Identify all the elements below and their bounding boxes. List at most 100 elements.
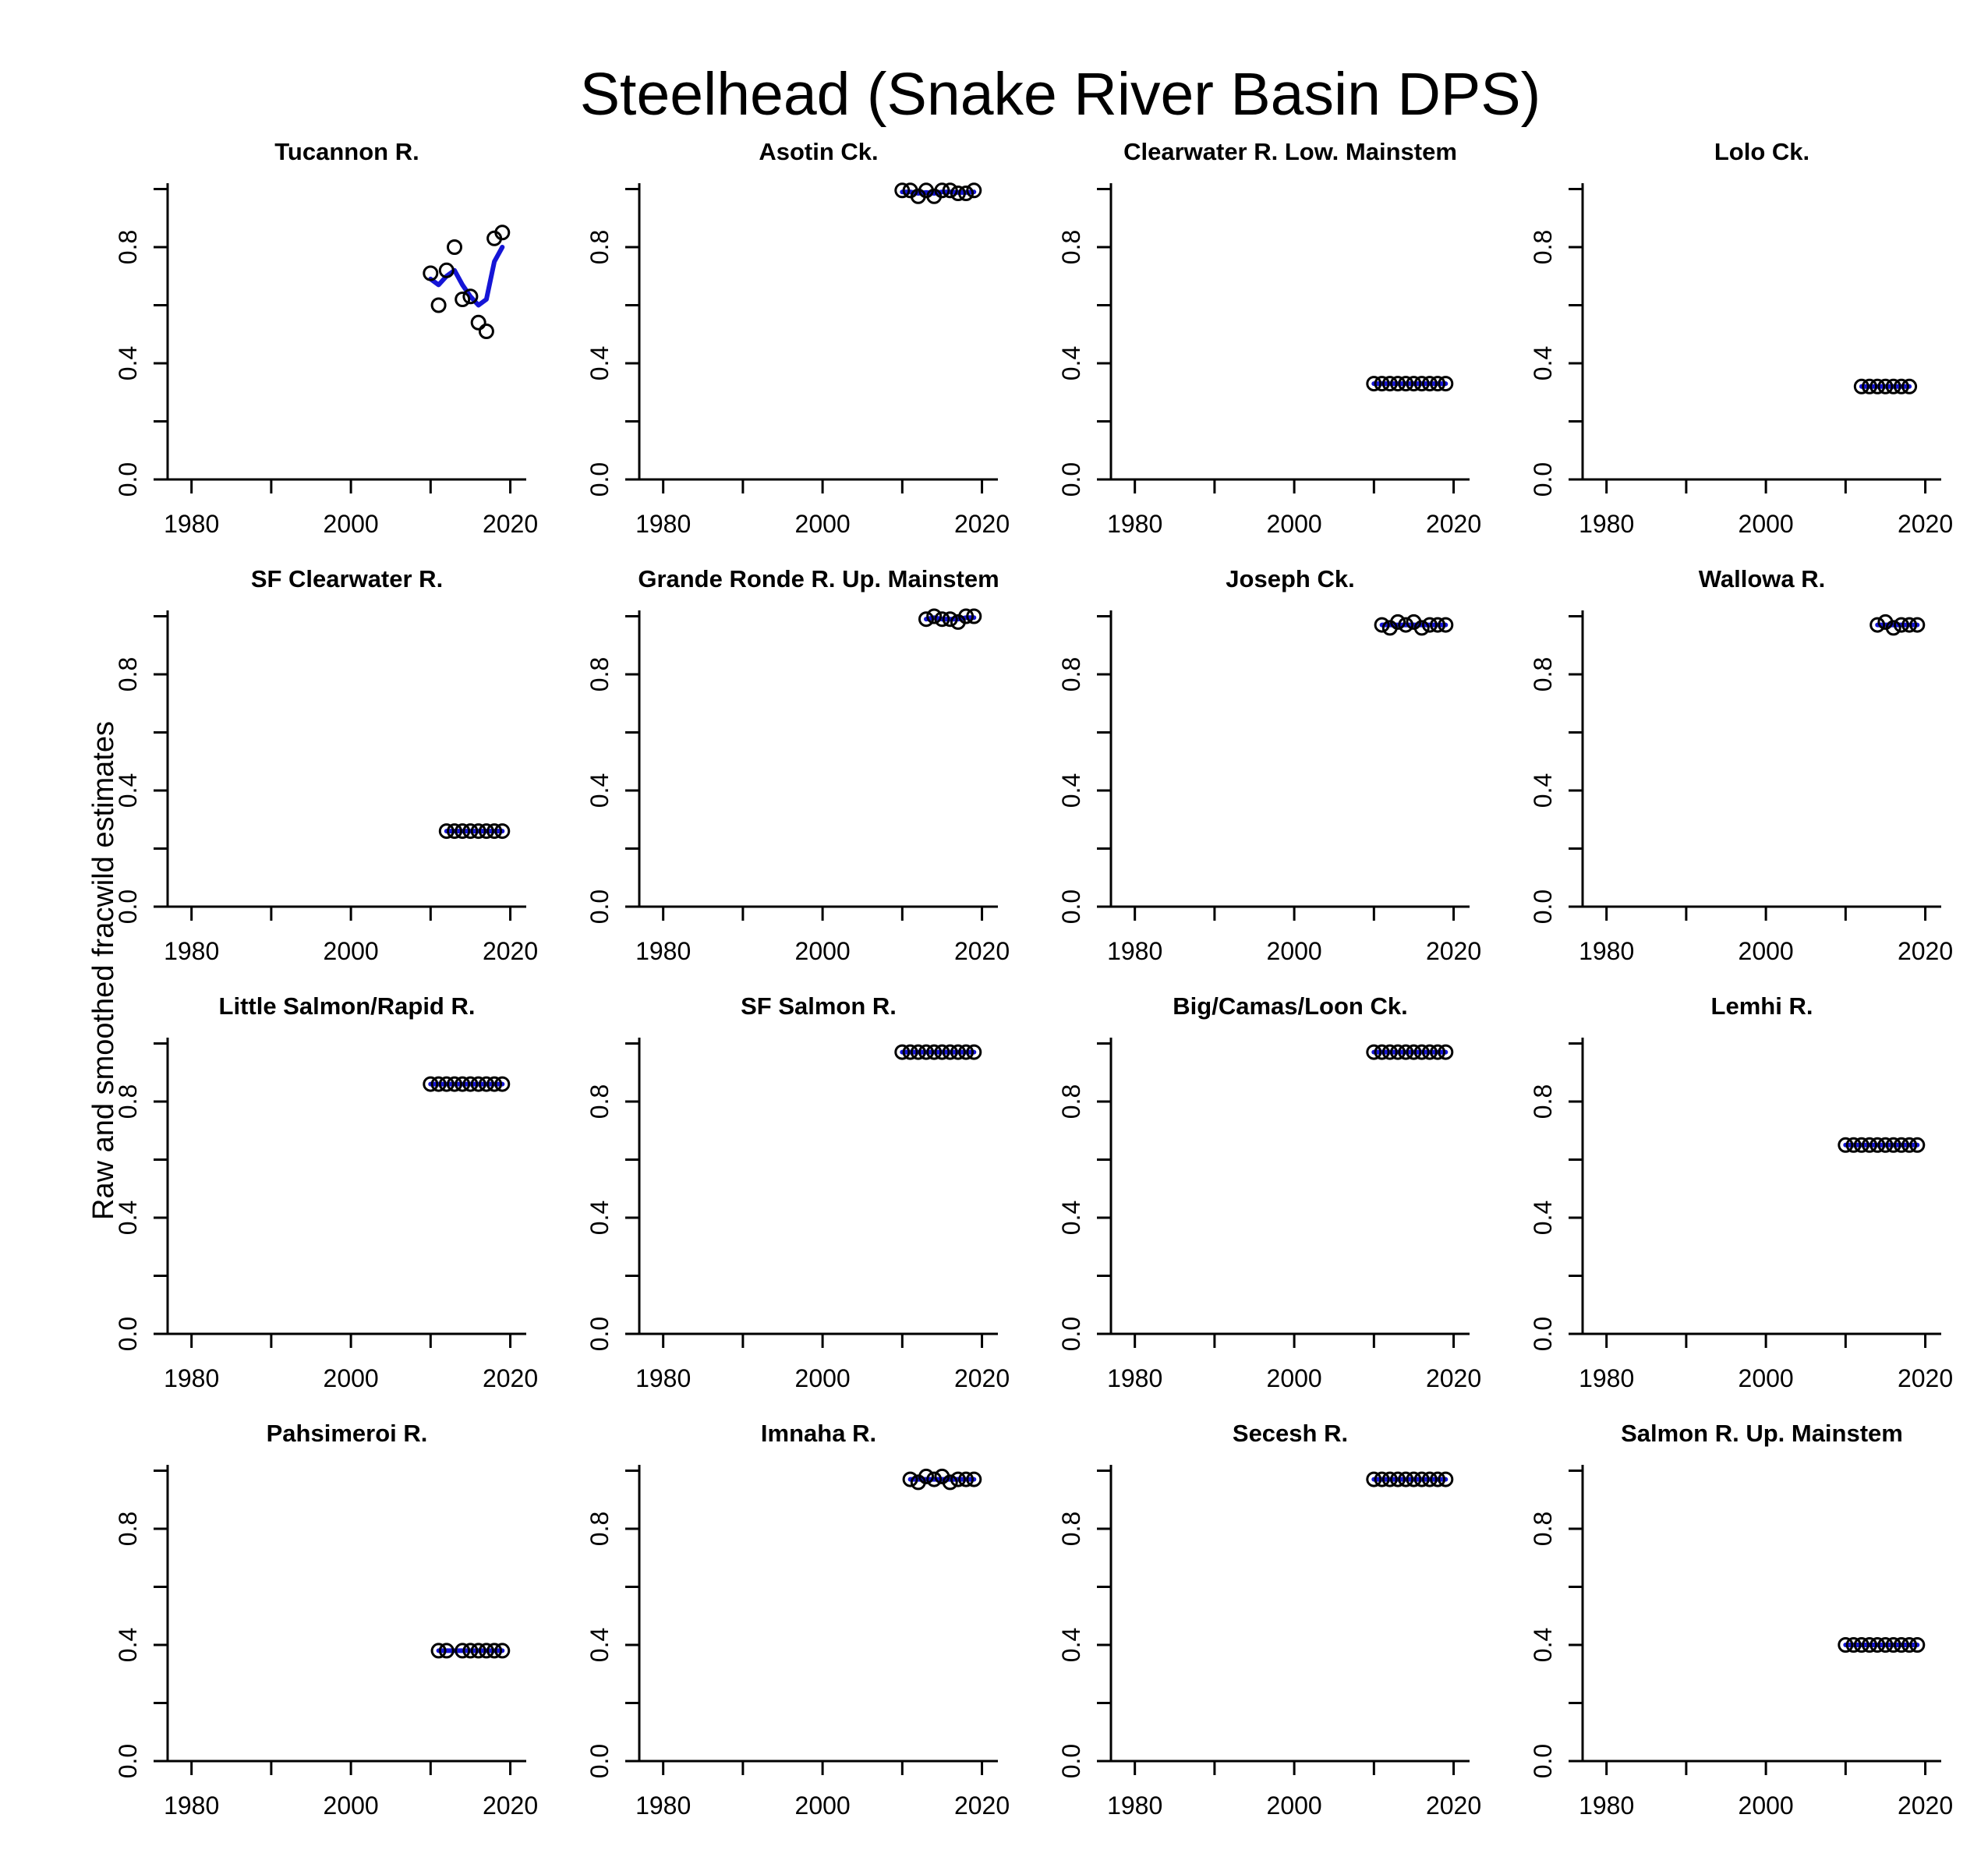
x-tick-label: 2000 [1739,1791,1794,1820]
x-tick-label: 2020 [483,510,538,538]
panel-title: Little Salmon/Rapid R. [219,992,476,1020]
y-axis-label: Raw and smoothed fracwild estimates [87,721,120,1220]
raw-data-point [934,611,950,628]
y-tick-label: 0.0 [1057,1317,1085,1351]
raw-data-point [918,611,934,628]
raw-data-point [1862,1637,1877,1653]
y-tick-label: 0.4 [1057,1628,1085,1662]
raw-data-point [1366,1471,1382,1487]
x-tick-label: 1980 [1579,510,1634,538]
raw-data-point [470,314,486,331]
y-tick-label: 0.4 [1529,1201,1557,1235]
panel-5: SF Clearwater R. 1980 2000 2020 0.0 0.4 0.8 [114,565,538,965]
raw-data-point [1877,1637,1894,1653]
raw-data-point [918,1468,934,1484]
x-tick-label: 2020 [483,1791,538,1820]
raw-data-point [1374,1471,1390,1487]
raw-data-point [1885,1137,1901,1153]
raw-data-point [438,823,455,840]
raw-data-point [1893,617,1909,633]
raw-data-point [958,608,975,624]
panel-title: Wallowa R. [1699,565,1825,592]
raw-data-point [1862,378,1877,394]
raw-data-point [1893,1137,1909,1153]
raw-data-point [1421,617,1438,633]
figure-title: Steelhead (Snake River Basin DPS) [580,61,1541,128]
raw-data-point [942,611,958,628]
raw-data-point [462,1076,479,1092]
y-tick-label: 0.0 [1057,1744,1085,1778]
y-tick-label: 0.4 [114,1201,142,1235]
x-tick-label: 2020 [483,1364,538,1392]
raw-data-point [486,1643,503,1659]
raw-data-point [455,1076,471,1092]
raw-data-point [1398,1471,1414,1487]
panel-title: Lolo Ck. [1714,138,1809,165]
panel-12: Lemhi R. 1980 2000 2020 0.0 0.4 0.8 [1529,992,1953,1392]
x-tick-label: 2000 [1267,510,1322,538]
raw-data-point [1374,1044,1390,1060]
raw-data-point [494,1643,511,1659]
raw-data-point [486,1076,503,1092]
y-tick-label: 0.8 [114,657,142,691]
raw-data-point [1421,1044,1438,1060]
y-tick-label: 0.4 [1057,346,1085,380]
raw-data-point [1398,376,1414,392]
raw-data-point [894,182,911,199]
raw-data-point [1366,1044,1382,1060]
raw-data-point [958,1044,975,1060]
panel-2: Asotin Ck. 1980 2000 2020 0.0 0.4 0.8 [585,138,1010,538]
y-tick-label: 0.8 [1529,1084,1557,1119]
panel-title: Joseph Ck. [1226,565,1354,592]
raw-data-point [1853,378,1869,394]
raw-data-point [1845,1637,1862,1653]
raw-data-point [1390,1044,1406,1060]
raw-data-point [1893,378,1909,394]
raw-data-point [1381,1044,1398,1060]
panel-title: SF Clearwater R. [251,565,443,592]
raw-data-point [455,1643,471,1659]
panel-title: SF Salmon R. [741,992,897,1020]
raw-data-point [470,1643,486,1659]
x-tick-label: 2000 [795,1791,851,1820]
raw-data-point [950,1044,966,1060]
x-tick-label: 1980 [1107,510,1162,538]
panel-3: Clearwater R. Low. Mainstem 1980 2000 2020 0… [1057,138,1481,538]
panel-title: Imnaha R. [761,1420,876,1447]
x-tick-label: 1980 [635,1364,691,1392]
raw-data-point [902,1471,918,1487]
raw-data-point [1390,1471,1406,1487]
y-tick-label: 0.4 [1529,1628,1557,1662]
x-tick-label: 2020 [954,937,1010,965]
y-tick-label: 0.8 [1529,230,1557,264]
x-tick-label: 2000 [795,510,851,538]
raw-data-point [1885,1637,1901,1653]
y-tick-label: 0.0 [1529,462,1557,497]
y-tick-label: 0.8 [1529,657,1557,691]
raw-data-point [934,1044,950,1060]
raw-data-point [918,1044,934,1060]
raw-data-point [950,186,966,201]
raw-data-point [1390,614,1406,630]
y-tick-label: 0.8 [1057,1512,1085,1546]
x-tick-label: 1980 [635,937,691,965]
raw-data-point [1909,617,1926,633]
panel-8: Wallowa R. 1980 2000 2020 0.0 0.4 0.8 [1529,565,1953,965]
panel-16: Salmon R. Up. Mainstem 1980 2000 2020 0.0 0.4… [1529,1420,1953,1820]
x-tick-label: 2000 [1267,1791,1322,1820]
panel-11: Big/Camas/Loon Ck. 1980 2000 2020 0.0 0.4 0.8 [1057,992,1481,1392]
raw-data-point [1398,617,1414,633]
x-tick-label: 2020 [1898,937,1953,965]
raw-data-point [934,182,950,199]
x-tick-label: 2020 [954,1364,1010,1392]
raw-data-point [447,823,462,840]
panel-9: Little Salmon/Rapid R. 1980 2000 2020 0.0 0.4… [114,992,538,1392]
raw-data-point [1838,1137,1854,1153]
raw-data-point [1885,620,1901,636]
raw-data-point [1413,1471,1430,1487]
raw-data-point [1413,376,1430,392]
y-tick-label: 0.0 [114,890,142,924]
raw-data-point [1398,1044,1414,1060]
raw-data-point [438,1643,455,1659]
